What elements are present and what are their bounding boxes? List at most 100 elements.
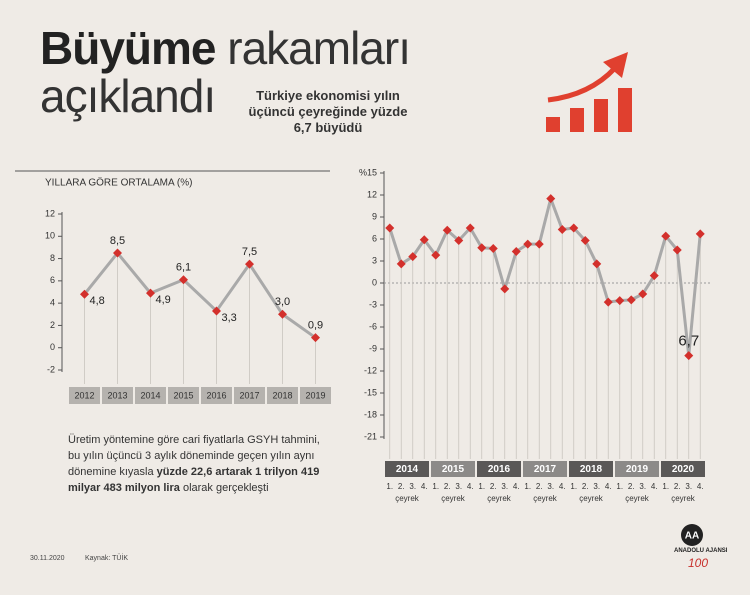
series-line [388, 197, 702, 358]
marker [396, 259, 406, 269]
y-tick-label: 12 [367, 189, 377, 199]
marker [534, 239, 544, 249]
x-tick-label: 3. [501, 482, 508, 491]
group-box [431, 461, 475, 477]
note-text: Üretim yöntemine göre cari fiyatlarla GS… [68, 434, 320, 478]
group-sublabel: çeyrek [395, 494, 420, 503]
marker [408, 252, 418, 262]
marker [511, 246, 521, 256]
category-box [168, 387, 199, 404]
x-tick-label: 2014 [140, 390, 160, 400]
marker [146, 288, 155, 298]
group-label: 2018 [580, 464, 603, 475]
marker [385, 223, 395, 233]
group-box [385, 461, 429, 477]
x-tick-label: 3. [639, 482, 646, 491]
x-tick-label: 1. [616, 482, 623, 491]
x-tick-label: 2. [490, 482, 497, 491]
x-tick-label: 2018 [272, 390, 292, 400]
note: Üretim yöntemine göre cari fiyatlarla GS… [68, 432, 323, 496]
group-box [569, 461, 613, 477]
marker [557, 224, 567, 234]
x-tick-label: 3. [455, 482, 462, 491]
group-sublabel: çeyrek [625, 494, 650, 503]
group-sublabel: çeyrek [487, 494, 512, 503]
category-box [267, 387, 298, 404]
marker [80, 289, 89, 299]
group-label: 2020 [672, 464, 695, 475]
x-tick-label: 2016 [206, 390, 226, 400]
y-tick-label: 6 [50, 275, 55, 285]
y-tick-label: %15 [359, 167, 377, 177]
marker [245, 259, 254, 269]
x-tick-label: 2. [398, 482, 405, 491]
marker [419, 235, 429, 245]
x-tick-label: 1. [662, 482, 669, 491]
x-tick-label: 1. [478, 482, 485, 491]
marker [649, 271, 659, 281]
x-tick-label: 3. [593, 482, 600, 491]
category-box [300, 387, 331, 404]
marker [523, 239, 533, 249]
group-label: 2016 [488, 464, 511, 475]
source: Kaynak: TÜİK [85, 555, 129, 562]
value-label: 6,1 [176, 262, 191, 274]
group-box [523, 461, 567, 477]
note-text: olarak gerçekleşti [179, 482, 269, 494]
marker [477, 243, 487, 253]
group-sublabel: çeyrek [671, 494, 696, 503]
marker [311, 333, 320, 343]
y-tick-label: 4 [50, 298, 55, 308]
y-tick-label: 3 [372, 255, 377, 265]
y-tick-label: 8 [50, 253, 55, 263]
x-tick-label: 3. [547, 482, 554, 491]
marker [500, 284, 510, 294]
y-tick-label: 0 [372, 277, 377, 287]
x-tick-label: 4. [651, 482, 658, 491]
y-tick-label: 10 [45, 231, 55, 241]
group-sublabel: çeyrek [579, 494, 604, 503]
value-label: 3,3 [222, 312, 237, 324]
title-rest: rakamları [227, 22, 411, 74]
value-label: 3,0 [275, 296, 290, 308]
marker [626, 295, 636, 305]
x-tick-label: 4. [559, 482, 566, 491]
marker [638, 289, 648, 299]
date: 30.11.2020 [30, 555, 65, 562]
marker [592, 259, 602, 269]
x-tick-label: 4. [513, 482, 520, 491]
x-tick-label: 3. [409, 482, 416, 491]
marker [661, 231, 671, 241]
x-tick-label: 2015 [173, 390, 193, 400]
marker [278, 309, 287, 319]
group-box [477, 461, 521, 477]
value-label: 4,9 [156, 294, 171, 306]
x-tick-label: 2. [536, 482, 543, 491]
subtitle: Türkiye ekonomisi yılın üçüncü çeyreğind… [248, 88, 408, 135]
value-label: 6,7 [678, 333, 699, 350]
marker [212, 306, 221, 316]
x-tick-label: 4. [421, 482, 428, 491]
marker [113, 248, 122, 258]
group-label: 2014 [396, 464, 419, 475]
value-label: 7,5 [242, 246, 257, 258]
group-sublabel: çeyrek [441, 494, 466, 503]
svg-text:AA: AA [685, 531, 699, 542]
chart-title: YILLARA GÖRE ORTALAMA (%) [45, 177, 192, 189]
y-tick-label: -9 [369, 343, 377, 353]
category-box [234, 387, 265, 404]
category-box [102, 387, 133, 404]
marker [684, 351, 694, 361]
x-tick-label: 3. [685, 482, 692, 491]
marker [431, 250, 441, 260]
x-tick-label: 2. [444, 482, 451, 491]
title-bold: Büyüme [40, 22, 216, 74]
y-tick-label: 12 [45, 208, 55, 218]
x-tick-label: 2019 [305, 390, 325, 400]
y-tick-label: 6 [372, 233, 377, 243]
logo-mark: AA [681, 524, 703, 546]
group-box [661, 461, 705, 477]
y-tick-label: 0 [50, 342, 55, 352]
value-label: 0,9 [308, 320, 323, 332]
